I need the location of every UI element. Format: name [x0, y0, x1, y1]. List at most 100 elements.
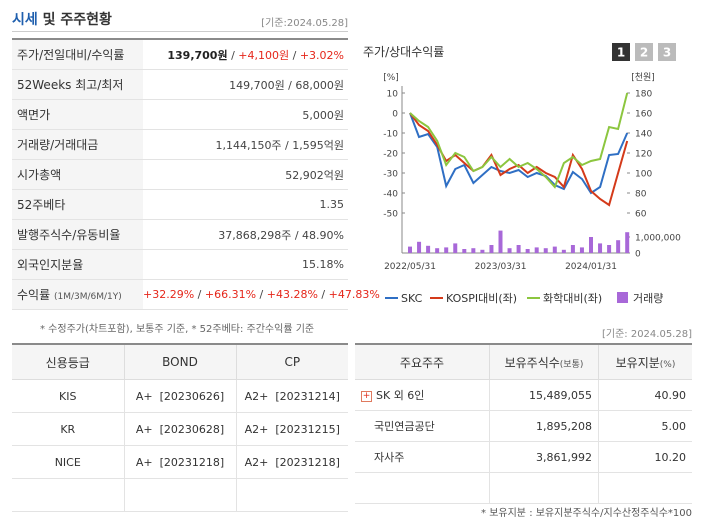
- y-tick-label: 10: [387, 90, 399, 100]
- row-value: 1.35: [143, 189, 348, 220]
- legend-label: 거래량: [633, 292, 663, 305]
- value-part: /: [227, 48, 239, 62]
- price-row: 거래량/거래대금 1,144,150주 / 1,595억원: [12, 129, 348, 160]
- price-row: 52Weeks 최고/최저 149,700원 / 68,000원: [12, 69, 348, 100]
- cell: A+ [20230628]: [124, 412, 237, 446]
- price-row: 주가/전일대비/수익률 139,700원 / +4,100원 / +3.02%: [12, 39, 348, 70]
- cell-text: 40.90: [654, 388, 687, 402]
- y2-tick-label: 160: [635, 110, 652, 120]
- value-part: /: [289, 48, 300, 62]
- cell-text: SK 외 6인: [376, 389, 425, 402]
- price-row: 발행주식수/유동비율 37,868,298주 / 48.90%: [12, 219, 348, 250]
- volume-bar: [408, 246, 412, 253]
- cell: NICE: [12, 445, 125, 479]
- holder-row: 국민연금공단 1,895,208 5.00: [355, 410, 692, 442]
- value-part: 1,144,150주 / 1,595억원: [215, 138, 344, 152]
- base-date: [기준: 2024.05.28]: [601, 329, 692, 340]
- tab[interactable]: [658, 43, 676, 61]
- cell: [236, 478, 348, 512]
- cell: [598, 472, 692, 504]
- value-part: 15.18%: [302, 258, 344, 271]
- legend-label: 화학대비(좌): [543, 292, 602, 305]
- row-value: 149,700원 / 68,000원: [143, 69, 348, 100]
- y3-tick-label: 1,000,000: [635, 234, 681, 244]
- row-label: 주가/전일대비/수익률: [12, 39, 143, 70]
- section-title: 시세 및 주주현황: [12, 9, 112, 29]
- x-tick-label: 2024/01/31: [565, 262, 617, 272]
- value-part: +47.83%: [328, 288, 380, 301]
- cell: A2+ [20231215]: [236, 412, 348, 446]
- chart: 주가/상대수익률 1 2 3[%] [천원]100-10-20-30-40-501801…: [363, 43, 681, 305]
- tab[interactable]: [635, 43, 653, 61]
- cell-text: 자사주: [374, 451, 405, 464]
- tab-label[interactable]: 3: [663, 46, 671, 60]
- tab-label[interactable]: 1: [617, 46, 625, 60]
- line: [409, 92, 629, 189]
- volume-bar: [435, 248, 440, 253]
- price-row: 시가총액 52,902억원: [12, 159, 348, 190]
- credit-row: KIS A+ [20230626] A2+ [20231214]: [12, 379, 348, 413]
- cell: A2+ [20231218]: [236, 445, 348, 479]
- title-rest: 및 주주현황: [42, 12, 112, 28]
- y-tick-label: -10: [383, 130, 398, 140]
- row-value: 1,144,150주 / 1,595억원: [143, 129, 348, 160]
- row-value: 37,868,298주 / 48.90%: [143, 219, 348, 250]
- volume-bar: [607, 245, 612, 253]
- chart-title: 주가/상대수익률: [363, 45, 444, 59]
- cell-text: 1,895,208: [536, 419, 592, 433]
- credit-row: NICE A+ [20231218] A2+ [20231218]: [12, 445, 348, 479]
- y-tick-label: -30: [383, 170, 398, 180]
- cell: + SK 외 6인: [355, 379, 490, 411]
- divider: [12, 31, 348, 32]
- label-sub: (1M/3M/6M/1Y): [53, 292, 122, 302]
- value-part: +3.02%: [299, 48, 344, 62]
- y2-tick-label: 180: [635, 90, 652, 100]
- value-part: +32.29%: [143, 288, 195, 301]
- footnote: * 수정주가(차트포함), 보통주 기준, * 52주베타: 주간수익률 기준: [40, 324, 315, 335]
- holder-row: + SK 외 6인 15,489,055 40.90: [355, 379, 692, 411]
- value-part: 52,902억원: [285, 168, 344, 182]
- tab[interactable]: [612, 43, 630, 61]
- footnote: * 보유지분 : 보유지분주식수/지수산정주식수*100: [481, 508, 692, 519]
- cell: KIS: [12, 379, 125, 413]
- value-part: +66.31%: [204, 288, 257, 301]
- cell: 40.90: [598, 379, 692, 411]
- cell: 자사주: [355, 441, 490, 473]
- volume-bar: [507, 248, 512, 253]
- volume-bar: [598, 243, 603, 253]
- row-value: 5,000원: [143, 99, 348, 130]
- y-axis-label: [%]: [383, 73, 399, 83]
- cell: 3,861,992: [489, 441, 599, 473]
- header-text: 주요주주: [399, 355, 445, 370]
- row-value: 52,902억원: [143, 159, 348, 190]
- cell-text: 3,861,992: [536, 450, 592, 464]
- credit-row: KR A+ [20230628] A2+ [20231215]: [12, 412, 348, 446]
- line: [409, 112, 629, 207]
- holder-row: 자사주 3,861,992 10.20: [355, 441, 692, 473]
- row-label: 거래량/거래대금: [12, 129, 143, 160]
- row-label: 52주베타: [12, 189, 143, 220]
- cell: KR: [12, 412, 125, 446]
- y-tick-label: 0: [392, 110, 398, 120]
- value-part: 149,700원 / 68,000원: [229, 78, 344, 92]
- legend-swatch: [617, 292, 628, 303]
- label-text: 외국인지분율: [17, 258, 84, 272]
- label-text: 52Weeks 최고/최저: [17, 78, 124, 92]
- label-text: 액면가: [17, 108, 51, 122]
- volume-bar: [489, 245, 494, 253]
- y2-tick-label: 120: [635, 150, 652, 160]
- value-part: /: [194, 288, 205, 301]
- volume-bar: [471, 248, 476, 253]
- y2-tick-label: 140: [635, 130, 652, 140]
- volume-bar: [444, 247, 449, 253]
- row-value: 139,700원 / +4,100원 / +3.02%: [143, 39, 348, 70]
- cell-text: 국민연금공단: [374, 420, 435, 433]
- tab-label[interactable]: 2: [640, 46, 648, 60]
- cell: A+ [20230626]: [124, 379, 237, 413]
- cell: [355, 472, 490, 504]
- legend-label: KOSPI대비(좌): [446, 292, 517, 305]
- cell: 1,895,208: [489, 410, 599, 442]
- expand-icon[interactable]: +: [361, 390, 372, 402]
- line: [409, 112, 629, 195]
- volume-bar: [543, 248, 548, 253]
